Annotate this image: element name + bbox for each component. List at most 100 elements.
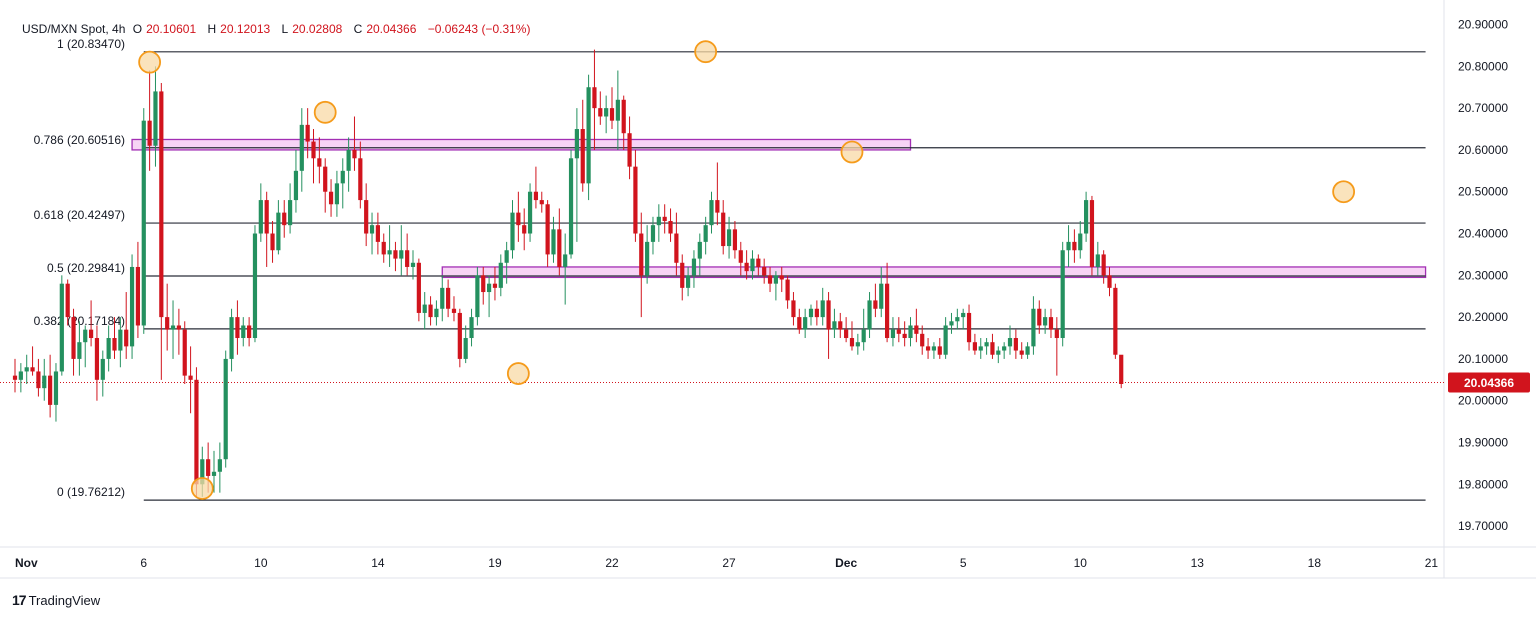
candle-body — [884, 283, 890, 339]
candle-body — [94, 338, 100, 380]
resistance-zone — [131, 138, 912, 151]
candle-body — [510, 212, 515, 251]
candle-body — [820, 300, 825, 318]
candle-body — [165, 317, 170, 330]
candle-body — [943, 325, 948, 355]
candle-body — [551, 229, 556, 255]
candle-body — [258, 200, 263, 234]
tradingview-brand[interactable]: 17 TradingView — [12, 592, 100, 608]
swing-point-marker — [313, 100, 337, 124]
candle-body — [691, 258, 697, 276]
candle-body — [159, 91, 164, 318]
candle-body — [428, 304, 433, 318]
candle-body — [36, 371, 41, 389]
candle-body — [1048, 317, 1054, 330]
candle-body — [393, 250, 398, 259]
fib-level-label: 0.786 (20.60516) — [34, 133, 125, 147]
last-price-label: 20.04366 — [1464, 376, 1514, 390]
fib-level-label: 0.5 (20.29841) — [47, 261, 125, 275]
candle-body — [861, 329, 866, 343]
y-tick-label: 20.20000 — [1458, 310, 1508, 324]
candle-body — [1095, 254, 1100, 267]
candle-body — [124, 329, 129, 347]
swing-point-marker — [138, 50, 162, 74]
candle-body — [879, 283, 884, 309]
candle-body — [24, 367, 29, 372]
x-tick-label: 13 — [1191, 556, 1205, 570]
candle-body — [282, 212, 287, 226]
swing-point-marker — [694, 40, 718, 64]
candle-body — [791, 300, 796, 318]
candle-body — [697, 241, 702, 259]
candle-body — [71, 317, 76, 359]
open-label: O — [132, 22, 143, 36]
candle-body — [855, 342, 860, 347]
x-tick-label: 14 — [371, 556, 385, 570]
y-tick-label: 20.40000 — [1458, 227, 1508, 241]
x-tick-label: 10 — [1074, 556, 1088, 570]
candle-body — [200, 459, 205, 485]
candle-body — [955, 317, 960, 322]
candle-body — [703, 225, 708, 242]
candle-body — [252, 233, 258, 339]
candle-body — [434, 308, 439, 318]
candle-body — [849, 338, 855, 347]
candle-body — [545, 204, 550, 255]
candle-body — [844, 329, 849, 339]
candle-body — [375, 225, 380, 242]
y-tick-label: 19.70000 — [1458, 519, 1508, 533]
candle-body — [1119, 354, 1124, 384]
candle-body — [170, 325, 176, 330]
candle-body — [211, 471, 217, 476]
y-tick-label: 20.50000 — [1458, 185, 1508, 199]
candle-body — [966, 312, 972, 343]
candle-body — [194, 379, 199, 485]
candle-body — [42, 375, 47, 389]
candle-body — [972, 342, 977, 351]
candle-body — [293, 170, 299, 201]
candle-body — [925, 346, 931, 351]
candle-body — [527, 191, 533, 234]
brand-name: TradingView — [28, 592, 101, 608]
candle-body — [475, 275, 480, 318]
candle-body — [633, 166, 638, 234]
candle-body — [188, 375, 193, 380]
y-tick-label: 20.90000 — [1458, 18, 1508, 32]
candle-body — [1019, 350, 1024, 355]
candle-body — [516, 212, 521, 226]
candle-body — [381, 241, 386, 255]
close-label: C — [353, 22, 363, 36]
candle-body — [639, 233, 644, 276]
candle-body — [662, 216, 667, 221]
candle-body — [803, 317, 808, 330]
candle-body — [206, 459, 211, 476]
candle-body — [621, 99, 626, 134]
candle-body — [305, 124, 310, 142]
swing-point-marker — [840, 140, 864, 164]
candle-body — [890, 329, 896, 339]
y-tick-label: 20.60000 — [1458, 143, 1508, 157]
candle-body — [726, 229, 732, 247]
candle-body — [902, 333, 907, 339]
candle-body — [1007, 338, 1013, 347]
high-label: H — [207, 22, 217, 36]
candle-body — [53, 371, 59, 405]
x-tick-label: 21 — [1425, 556, 1439, 570]
candle-body — [592, 87, 597, 109]
candle-body — [229, 317, 234, 359]
candle-body — [1101, 254, 1106, 276]
fib-level-label: 0.618 (20.42497) — [34, 208, 125, 222]
candle-body — [645, 241, 650, 276]
chart-header: USD/MXN Spot, 4h O 20.10601 H 20.12013 L 20… — [22, 22, 534, 36]
candle-body — [100, 358, 105, 380]
candle-body — [568, 158, 574, 255]
fib-level-label: 0 (19.76212) — [57, 485, 125, 499]
candle-body — [832, 321, 837, 330]
x-tick-label: 5 — [960, 556, 967, 570]
candle-body — [276, 212, 281, 251]
candle-body — [814, 308, 819, 318]
candle-body — [387, 250, 392, 255]
x-tick-label: 27 — [722, 556, 736, 570]
candle-body — [399, 250, 404, 259]
